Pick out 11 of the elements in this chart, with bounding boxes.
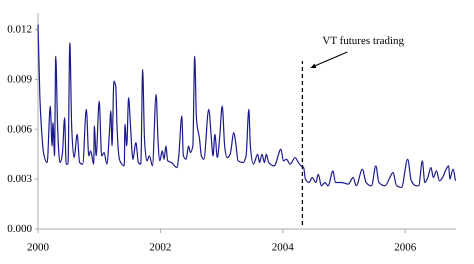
line-series xyxy=(37,24,456,188)
y-tick-label: 0.000 xyxy=(7,223,32,235)
x-tick-label: 2004 xyxy=(272,241,294,254)
y-tick-label: 0.012 xyxy=(7,24,32,36)
y-tick-label: 0.003 xyxy=(7,173,32,186)
y-tick-label: 0.009 xyxy=(7,73,32,86)
ref-line-label: VT futures trading xyxy=(322,35,405,47)
x-tick-label: 2006 xyxy=(394,241,417,254)
x-tick-label: 2002 xyxy=(149,241,172,254)
y-tick-label: 0.006 xyxy=(7,123,32,136)
x-tick-label: 2000 xyxy=(27,241,50,254)
